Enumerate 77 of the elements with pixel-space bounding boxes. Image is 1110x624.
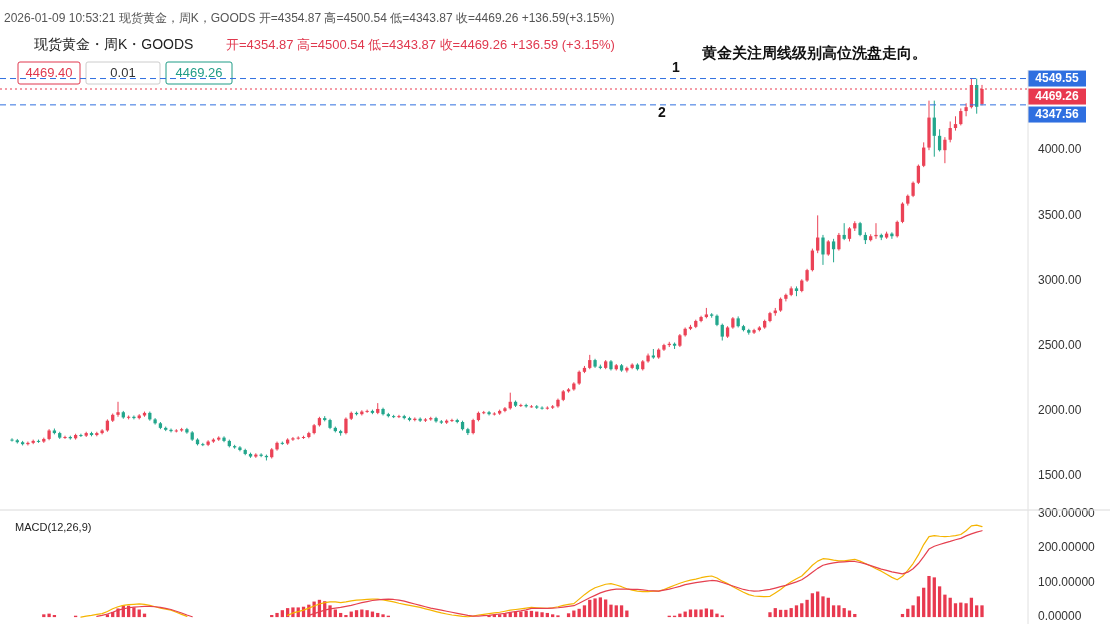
bar (354, 610, 359, 618)
bar (768, 612, 772, 618)
annotation: 1 (672, 58, 680, 75)
bar (365, 610, 369, 618)
annotation: 4469.40 (25, 65, 73, 80)
bar (831, 605, 836, 618)
bar (582, 605, 587, 618)
bar (821, 596, 825, 618)
bar (789, 608, 793, 618)
y-tick-label: 1500.00 (1038, 468, 1082, 483)
bar (975, 605, 979, 618)
bar (678, 613, 682, 618)
text: 黄金关注周线级别高位洗盘走向。 (701, 44, 927, 61)
bar (137, 609, 141, 618)
bar (900, 613, 905, 618)
bar (47, 613, 51, 618)
chart-title: 2026-01-09 10:53:21 现货黄金，周K，GOODS 开=4354.87 高=4500.54 低=4343.87 收=4469.26 +136.59(+3.15%) (4, 11, 615, 25)
bar (784, 609, 788, 618)
bar (619, 605, 624, 618)
bar (625, 610, 629, 618)
y-tick-label: 2500.00 (1038, 337, 1082, 352)
bar (842, 608, 846, 618)
bar (810, 593, 815, 618)
bar (540, 612, 544, 618)
annotation: 4469.26 (175, 65, 223, 80)
ref-line-label: 4469.26 (1035, 88, 1080, 103)
y-tick-label: 200.00000 (1038, 540, 1096, 555)
bar (694, 609, 698, 618)
chart-subtitle: 现货黄金・周K・GOODS (34, 36, 194, 52)
bar (943, 594, 947, 618)
bar (922, 587, 926, 618)
bar (837, 605, 841, 618)
bar (572, 610, 576, 618)
bar (42, 614, 46, 618)
bar (688, 609, 693, 618)
y-tick-label: 4000.00 (1038, 142, 1082, 157)
bar (964, 603, 968, 618)
bar (699, 609, 703, 618)
y-tick-label: 100.00000 (1038, 574, 1096, 589)
bar (609, 604, 613, 618)
bar (275, 612, 279, 618)
y-tick-label: 3500.00 (1038, 207, 1082, 222)
bar (937, 586, 942, 618)
bar (529, 610, 534, 618)
y-tick-label: 0.00000 (1038, 609, 1082, 624)
bar (794, 605, 799, 618)
ref-line-label: 4549.55 (1035, 70, 1080, 85)
ref-line-label: 4347.56 (1035, 106, 1080, 121)
y-tick-label: 3000.00 (1038, 272, 1082, 287)
bar (773, 608, 777, 618)
bar (566, 613, 571, 618)
bar (927, 575, 931, 618)
bar (614, 605, 618, 618)
bar (604, 599, 608, 618)
bar (980, 605, 984, 618)
bar (853, 613, 857, 618)
annotation: 2 (658, 103, 666, 120)
bar (381, 614, 385, 618)
bar (911, 605, 915, 618)
y-tick-label: 300.00000 (1038, 505, 1096, 520)
bar (715, 613, 719, 618)
bar (916, 596, 921, 618)
bar (551, 614, 555, 618)
bar (710, 609, 714, 618)
bar (800, 603, 804, 618)
annotation: 0.01 (110, 65, 136, 80)
bar (344, 615, 348, 618)
text: MACD(12,26,9) (15, 521, 92, 533)
bar (360, 609, 364, 618)
bar (598, 597, 602, 618)
bar (932, 577, 936, 618)
y-tick-label: 2000.00 (1038, 403, 1082, 418)
bar (704, 608, 709, 618)
bar (280, 610, 284, 618)
bar (805, 599, 809, 618)
bar (953, 603, 958, 618)
text: 开=4354.87 高=4500.54 低=4343.87 收=4469.26 +136.59 (+3.15%) (226, 37, 615, 52)
